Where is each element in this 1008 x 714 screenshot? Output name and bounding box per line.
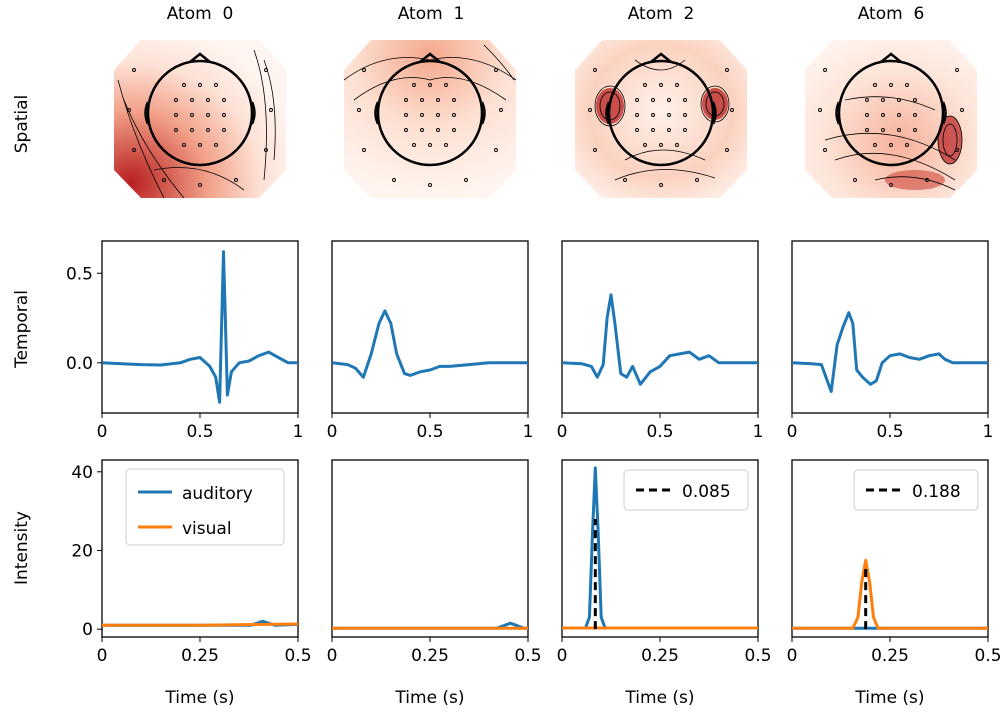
temporal-series-line: [791, 311, 988, 393]
temporal-frame: [561, 240, 759, 414]
threshold-legend-label: 0.085: [682, 482, 731, 502]
y-tick-label: 0.0: [66, 354, 93, 374]
charts-layer: 0 0.5 10.00.50 0.5 1 0 0.5 1 0 0.5 10 0.25 0.502040T…: [66, 240, 1002, 708]
x-tick-label: 0.5: [284, 646, 311, 666]
x-axis-label: Time (s): [624, 688, 694, 708]
row-label-spatial: Spatial: [12, 95, 32, 154]
temporal-panel-3: 0 0.5 1: [787, 240, 994, 442]
topomap-atom-1: [343, 40, 517, 198]
ear-icon: [144, 101, 256, 125]
x-tick-label: 0.5: [876, 422, 903, 442]
ear-icon: [835, 101, 947, 125]
x-tick-label: 0: [787, 646, 798, 666]
nose-icon: [650, 52, 672, 63]
x-tick-label: 0: [97, 646, 108, 666]
x-tick-label: 0.5: [514, 646, 541, 666]
x-tick-label: 1: [983, 422, 994, 442]
temporal-series-line: [331, 309, 528, 379]
x-tick-label: 0.5: [646, 422, 673, 442]
nose-icon: [189, 52, 211, 63]
auditory-series-line: [562, 466, 758, 630]
topomap-atom-0: [114, 40, 286, 199]
x-tick-label: 0: [327, 646, 338, 666]
head-outline: [837, 59, 945, 167]
topomap-atom-2: [575, 40, 747, 198]
x-tick-label: 0.25: [871, 646, 909, 666]
intensity-panel-1: 0 0.25 0.5 Time (s): [327, 459, 542, 708]
contour-lines: [117, 49, 276, 199]
atom-title-2: Atom 2: [628, 4, 695, 24]
x-tick-label: 0.5: [416, 422, 443, 442]
x-tick-label: 0: [557, 646, 568, 666]
temporal-frame: [331, 240, 529, 414]
x-tick-label: 0.25: [641, 646, 679, 666]
visual-series-line: [102, 622, 299, 627]
atom-title-0: Atom 0: [167, 4, 234, 24]
nose-icon: [880, 52, 902, 63]
y-tick-label: 20: [71, 541, 93, 561]
intensity-panel-0: 0 0.25 0.5 0 20 40 Time (s): [71, 459, 312, 708]
nose-icon: [419, 52, 441, 63]
y-tick-label: 40: [71, 463, 93, 483]
head-outline: [376, 59, 484, 167]
sensor-dots: [127, 68, 273, 187]
head-outline: [607, 59, 715, 167]
x-tick-label: 0.5: [744, 646, 771, 666]
intensity-frame: [331, 459, 529, 638]
x-tick-label: 1: [523, 422, 534, 442]
x-tick-label: 0: [327, 422, 338, 442]
topomap-atom-3: [805, 40, 977, 198]
x-tick-label: 0: [557, 422, 568, 442]
topomap-surface: [114, 40, 286, 198]
sensor-dots: [588, 68, 734, 187]
x-tick-label: 1: [753, 422, 764, 442]
temporal-series-line: [561, 293, 758, 386]
atom-title-3: Atom 6: [858, 4, 925, 24]
intensity-panel-2: 0 0.25 0.5 Time (s): [557, 459, 772, 708]
topomap-surface: [344, 40, 516, 198]
topomap-surface: [575, 40, 747, 198]
topomap-surface: [805, 40, 977, 198]
ear-icon: [374, 101, 486, 125]
threshold-legend-box: [623, 469, 749, 511]
row-label-intensity: Intensity: [12, 511, 32, 585]
temporal-panel-1: 0 0.5 1: [327, 240, 534, 442]
threshold-legend-label: 0.188: [912, 482, 961, 502]
temporal-panel-2: 0 0.5 1: [557, 240, 764, 442]
x-axis-label: Time (s): [854, 688, 924, 708]
ear-icon: [605, 101, 717, 125]
legend-label-visual: visual: [182, 519, 232, 539]
row-label-temporal: Temporal: [12, 290, 32, 369]
head-outline: [146, 59, 254, 167]
hotspot-right: [938, 116, 962, 164]
x-tick-label: 0.5: [186, 422, 213, 442]
temporal-series-line: [101, 250, 298, 404]
x-tick-label: 0: [787, 422, 798, 442]
sensor-dots: [357, 68, 503, 187]
y-tick-label: 0: [82, 620, 93, 640]
x-tick-label: 1: [293, 422, 304, 442]
atom-title-1: Atom 1: [398, 4, 465, 24]
hotspot-bottom: [885, 170, 945, 190]
x-axis-label: Time (s): [394, 688, 464, 708]
temporal-panel-0: 0 0.5 1 0.0 0.5: [66, 240, 304, 442]
threshold-legend-box: [853, 469, 979, 511]
visual-series-line: [792, 558, 988, 630]
contour-lines: [824, 96, 963, 191]
x-tick-label: 0.25: [181, 646, 219, 666]
sensor-dots: [818, 68, 964, 187]
temporal-frame: [101, 240, 299, 414]
contour-lines: [594, 59, 730, 181]
x-tick-label: 0.25: [411, 646, 449, 666]
y-tick-label: 0.5: [66, 264, 93, 284]
intensity-panel-3: 0 0.25 0.5 Time (s): [787, 459, 1002, 708]
x-tick-label: 0.5: [974, 646, 1001, 666]
legend-label-auditory: auditory: [182, 484, 253, 504]
temporal-frame: [791, 240, 989, 414]
x-axis-label: Time (s): [164, 688, 234, 708]
x-tick-label: 0: [97, 422, 108, 442]
